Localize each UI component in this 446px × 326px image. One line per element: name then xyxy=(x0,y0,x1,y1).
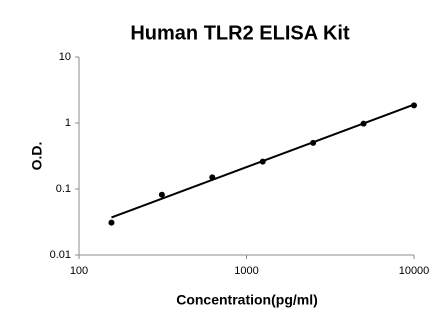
point xyxy=(108,219,115,226)
point xyxy=(259,158,266,165)
y-tick-label: 10 xyxy=(59,51,71,63)
y-tick-label: 0.1 xyxy=(56,183,71,195)
y-tick-label: 1 xyxy=(65,117,71,129)
point xyxy=(310,139,317,146)
chart-title: Human TLR2 ELISA Kit xyxy=(130,22,350,44)
x-tick-label: 1000 xyxy=(234,265,258,277)
x-tick-label: 10000 xyxy=(399,265,430,277)
y-axis-title: O.D. xyxy=(29,142,45,171)
point xyxy=(209,174,216,181)
x-axis-title: Concentration(pg/ml) xyxy=(176,292,318,308)
point xyxy=(158,191,165,198)
x-tick-label: 100 xyxy=(70,265,88,277)
y-tick-label: 0.01 xyxy=(50,249,71,261)
point xyxy=(411,102,417,109)
point xyxy=(360,120,367,127)
